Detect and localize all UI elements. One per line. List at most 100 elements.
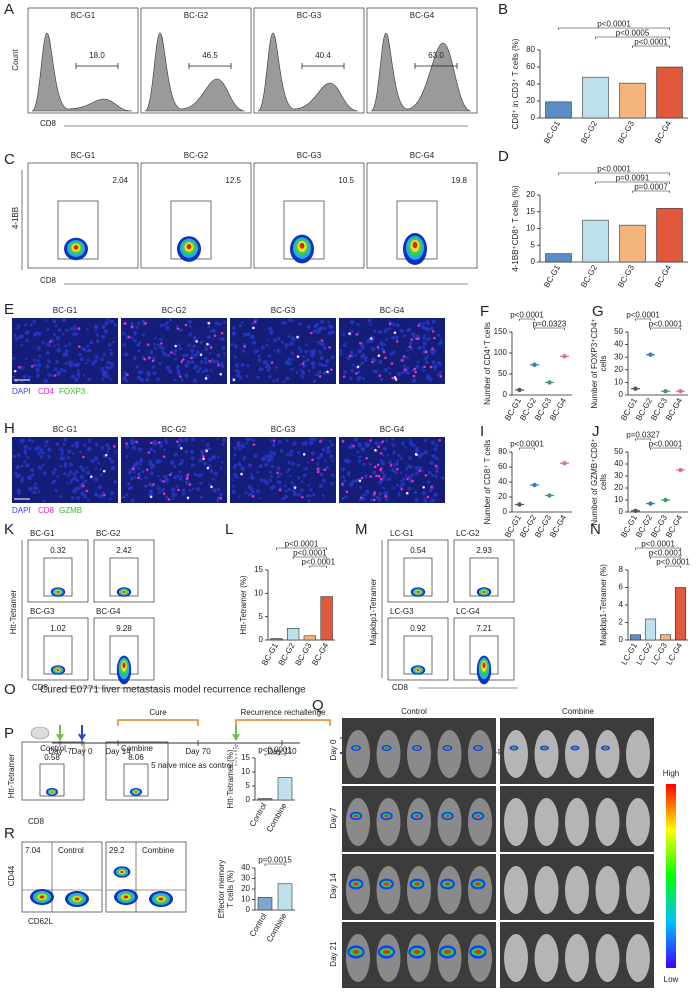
- dot: [663, 497, 668, 503]
- nucleus: [422, 341, 427, 346]
- nucleus: [307, 461, 310, 464]
- legend-entry: CD4: [38, 387, 55, 396]
- image-title: BC-G2: [162, 306, 187, 315]
- panel-letter: E: [4, 301, 14, 318]
- nucleus: [173, 452, 178, 457]
- nucleus: [404, 474, 408, 478]
- nucleus: [412, 333, 416, 338]
- plot-title: BC-G4: [96, 607, 121, 616]
- nucleus: [204, 360, 208, 365]
- nucleus: [393, 470, 398, 475]
- nucleus: [64, 349, 69, 354]
- nucleus: [319, 351, 322, 355]
- x-tick-label: BC-G4: [653, 119, 673, 145]
- nucleus: [372, 336, 375, 340]
- nucleus: [280, 340, 285, 344]
- nucleus: [244, 491, 248, 494]
- dot: [633, 508, 638, 513]
- stained-cell: [342, 375, 346, 378]
- stained-cell: [174, 344, 177, 348]
- density-contour: [73, 245, 79, 250]
- nucleus: [396, 372, 402, 377]
- dot: [562, 461, 567, 466]
- nucleus: [190, 456, 195, 461]
- nucleus: [277, 480, 282, 485]
- gate-value: 2.42: [116, 546, 132, 555]
- y-tick-label: 10: [241, 895, 250, 904]
- stained-cell: [360, 476, 364, 480]
- nucleus: [172, 352, 177, 356]
- nucleus: [421, 325, 425, 329]
- gate-value: 0.58: [44, 753, 60, 762]
- signal: [353, 882, 359, 886]
- nucleus: [272, 379, 276, 383]
- stained-cell: [145, 468, 149, 472]
- nucleus: [108, 456, 112, 461]
- y-tick-label: 40: [526, 79, 535, 88]
- nucleus: [389, 351, 394, 356]
- stained-cell: [102, 469, 106, 473]
- nucleus: [71, 444, 75, 448]
- density-contour: [482, 662, 486, 669]
- nucleus: [56, 348, 61, 353]
- nucleus: [137, 447, 142, 452]
- stained-cell: [253, 320, 257, 324]
- nucleus: [240, 466, 245, 471]
- nucleus: [44, 439, 49, 444]
- nucleus: [325, 465, 329, 470]
- nucleus: [219, 467, 223, 470]
- nucleus: [421, 366, 424, 369]
- stained-cell: [49, 340, 52, 343]
- nucleus: [170, 461, 175, 465]
- nucleus: [20, 476, 25, 481]
- nucleus: [94, 492, 98, 496]
- nucleus: [94, 329, 98, 332]
- nucleus: [307, 369, 311, 373]
- significance-bracket: [264, 863, 286, 866]
- p-value: p<0.0001: [649, 440, 683, 449]
- stained-cell: [391, 376, 394, 380]
- nucleus: [160, 441, 163, 444]
- plot-frame: [105, 741, 169, 801]
- density-contour: [120, 870, 124, 874]
- mouse: [565, 730, 589, 778]
- nucleus: [87, 348, 92, 353]
- nucleus: [259, 478, 264, 483]
- nucleus: [171, 497, 175, 501]
- nucleus: [269, 439, 273, 442]
- nucleus: [192, 335, 197, 340]
- nucleus: [309, 488, 313, 492]
- nucleus: [17, 490, 21, 495]
- y-axis-label: Number of CD8⁺ T cells: [483, 440, 492, 525]
- mouse: [407, 798, 431, 846]
- panel-letter: R: [4, 825, 15, 842]
- nucleus: [319, 356, 325, 361]
- bar: [619, 224, 646, 263]
- signal: [444, 882, 451, 886]
- plot-title: BC-G4: [410, 151, 435, 160]
- nucleus: [418, 465, 423, 470]
- p-value: p=0.0327: [626, 431, 660, 440]
- stained-cell: [186, 476, 189, 480]
- density-contour: [74, 897, 80, 901]
- nucleus: [76, 479, 80, 483]
- stained-cell: [316, 467, 320, 471]
- nucleus: [206, 335, 211, 339]
- signal: [415, 747, 419, 749]
- nucleus: [291, 488, 297, 493]
- nucleus: [339, 349, 343, 352]
- stained-cell: [413, 367, 417, 371]
- timeline-day: Day -7: [48, 747, 72, 756]
- nucleus: [72, 452, 75, 456]
- nucleus: [205, 442, 210, 447]
- plot-title: BC-G3: [30, 607, 55, 616]
- gate: [188, 63, 232, 69]
- nucleus: [183, 437, 189, 443]
- nucleus: [306, 493, 310, 498]
- nucleus: [60, 452, 64, 456]
- nucleus: [132, 356, 137, 361]
- nucleus: [100, 357, 104, 362]
- nucleus: [176, 343, 181, 347]
- nucleus: [401, 370, 406, 375]
- nucleus: [281, 497, 285, 501]
